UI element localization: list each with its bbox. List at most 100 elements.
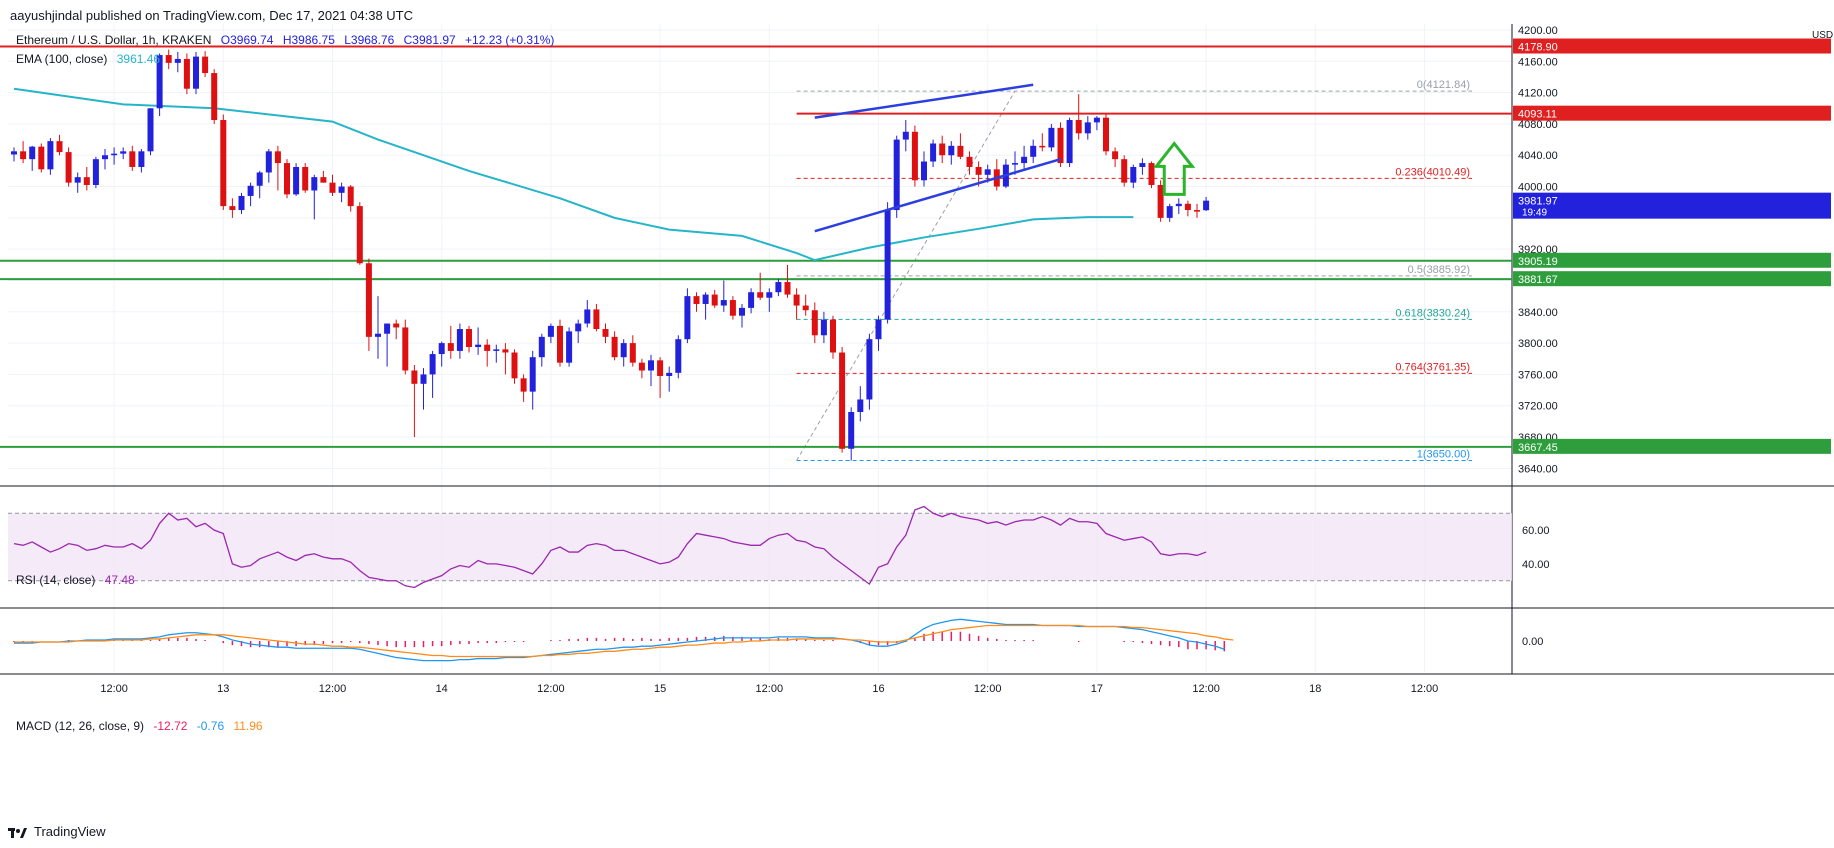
candle-body <box>620 343 627 358</box>
candle-body <box>65 152 72 183</box>
candle-body <box>129 151 136 167</box>
price-tick-label: 3640.00 <box>1518 463 1558 475</box>
candle-body <box>739 307 745 316</box>
candle <box>657 357 664 398</box>
candle-body <box>875 319 882 340</box>
candle <box>265 148 272 183</box>
time-tick-label: 13 <box>217 683 229 695</box>
candle <box>11 147 17 162</box>
candle <box>411 365 418 438</box>
candle <box>83 166 90 191</box>
time-tick-label: 12:00 <box>756 683 784 695</box>
candle <box>293 163 300 196</box>
time-tick-label: 16 <box>872 683 884 695</box>
candle <box>193 51 199 95</box>
candle-body <box>484 344 491 351</box>
candle-body <box>1103 117 1109 152</box>
high-value: H3986.75 <box>282 33 335 47</box>
candle <box>1194 203 1200 218</box>
candle <box>529 350 536 410</box>
macd-value: -12.72 <box>153 719 188 733</box>
candle-body <box>102 155 108 160</box>
candle-body <box>693 296 700 304</box>
candle-body <box>20 151 27 160</box>
candle-body <box>356 206 363 264</box>
candle <box>475 327 482 355</box>
candle-body <box>1093 117 1100 123</box>
candle-body <box>930 143 937 162</box>
candle-body <box>784 282 791 295</box>
candle-body <box>538 336 545 358</box>
candle <box>456 323 463 359</box>
candle-body <box>902 131 909 140</box>
candle-body <box>711 294 718 306</box>
candle <box>839 347 846 453</box>
candle-body <box>520 378 527 392</box>
price-tag-label: 3905.19 <box>1518 256 1558 268</box>
candle-body <box>1139 163 1146 167</box>
candle-body <box>911 131 918 181</box>
candle <box>802 294 809 316</box>
tradingview-logo-icon <box>8 825 28 839</box>
rsi-band <box>8 513 1512 581</box>
candle <box>1121 155 1128 187</box>
candle-body <box>11 151 17 155</box>
candle <box>165 49 172 70</box>
candle <box>284 159 290 199</box>
candle-body <box>438 343 445 355</box>
candle-body <box>547 325 554 337</box>
candle-body <box>238 195 245 211</box>
price-tick-label: 4160.00 <box>1518 56 1558 68</box>
fib-level-label: 0.5(3885.92) <box>1408 264 1470 276</box>
candle-body <box>1175 203 1182 207</box>
candle <box>848 407 855 461</box>
candle <box>74 172 81 193</box>
candle-body <box>648 360 654 371</box>
candle-body <box>111 153 118 156</box>
candle-body <box>857 399 864 412</box>
candle <box>120 147 127 160</box>
candle <box>1103 113 1109 156</box>
candle-body <box>1012 163 1018 165</box>
candle <box>930 139 937 167</box>
chart-area[interactable]: 4200.00 4160.00 4120.00 4080.00 4040.00 4000.… <box>0 24 1834 814</box>
candle <box>911 125 918 187</box>
candle <box>365 258 372 351</box>
candle <box>183 53 190 95</box>
candle <box>575 319 582 344</box>
price-tick-label: 4200.00 <box>1518 25 1558 37</box>
candle <box>729 296 736 320</box>
candle <box>720 280 727 312</box>
candle <box>1139 158 1146 175</box>
signal-line <box>14 624 1234 658</box>
time-tick-label: 14 <box>436 683 448 695</box>
symbol-name: Ethereum / U.S. Dollar, 1h, KRAKEN <box>16 33 212 47</box>
candle <box>648 354 654 387</box>
candle <box>229 198 236 218</box>
trend-line <box>814 157 1061 233</box>
candle <box>993 159 1000 191</box>
candle-body <box>1084 122 1091 134</box>
candle-body <box>948 145 955 156</box>
candle-body <box>1203 200 1210 211</box>
candle-body <box>429 354 436 375</box>
price-tag <box>1513 252 1831 268</box>
candle <box>775 278 782 297</box>
price-tick-label: 4120.00 <box>1518 88 1558 100</box>
candle <box>1203 196 1210 212</box>
fib-level-label: 0.236(4010.49) <box>1395 166 1470 178</box>
candle <box>29 145 36 171</box>
fib-diagonal-line <box>796 90 1016 461</box>
candle-body <box>1121 159 1128 183</box>
price-tick-label: 4080.00 <box>1518 119 1558 131</box>
price-tag-label: 3981.97 <box>1518 196 1558 208</box>
candle <box>447 325 454 359</box>
candle <box>202 51 209 77</box>
candle <box>902 120 909 152</box>
candle-body <box>1066 120 1073 164</box>
candle-body <box>793 294 800 306</box>
candle-body <box>320 177 327 183</box>
open-value: O3969.74 <box>220 33 274 47</box>
candle-body <box>466 329 472 348</box>
candle <box>402 319 409 375</box>
